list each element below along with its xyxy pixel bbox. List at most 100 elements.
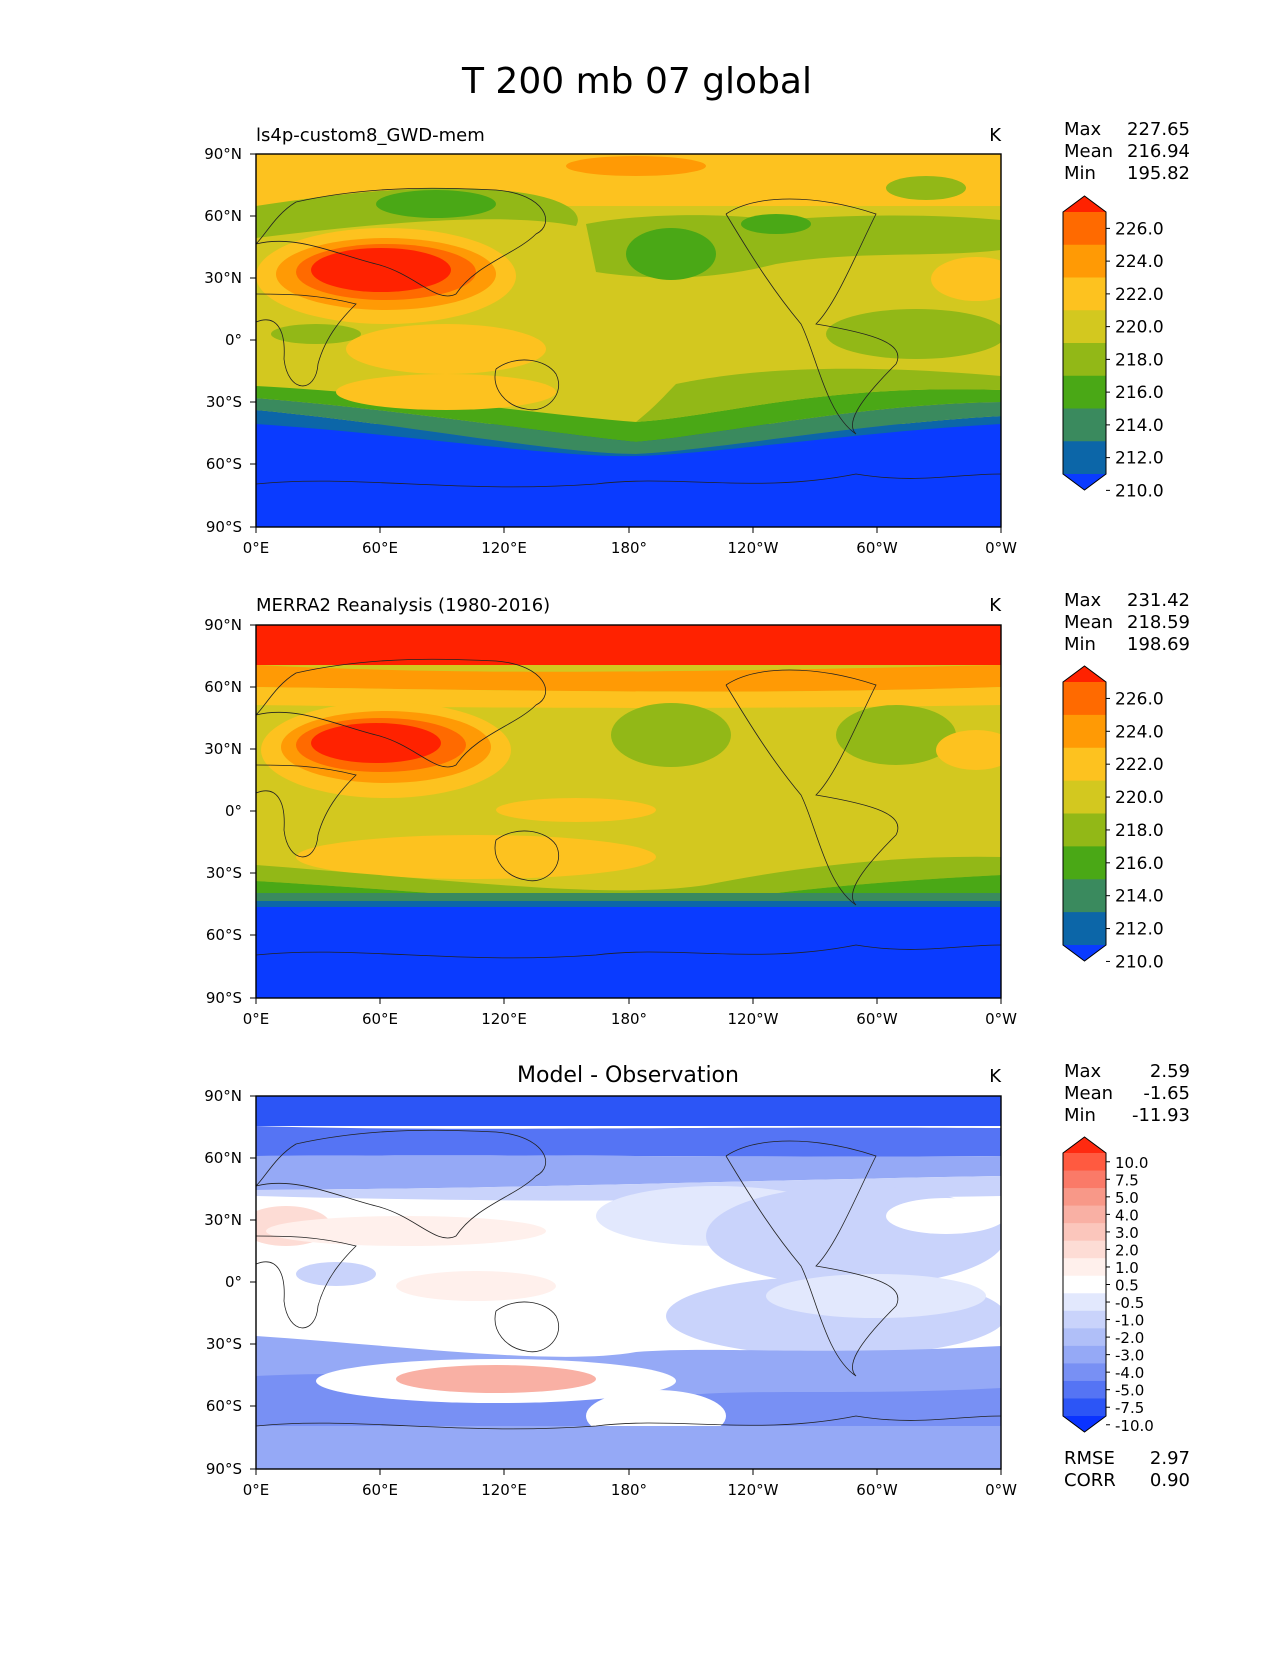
lon-tick-label: 0°W: [985, 1010, 1017, 1028]
lon-tick-label: 120°E: [481, 539, 527, 557]
stat-value: 227.65: [1127, 119, 1190, 140]
colorbar-label: 1.0: [1115, 1259, 1139, 1277]
stat-label: Min: [1064, 163, 1096, 184]
colorbar-label: 226.0: [1115, 219, 1164, 239]
colorbar-label: 214.0: [1115, 416, 1164, 436]
coastlines: [256, 1129, 1001, 1430]
colorbar-label: 5.0: [1115, 1189, 1139, 1207]
svg-text:90°N: 90°N: [204, 145, 242, 163]
stat-label: Max: [1064, 1061, 1102, 1082]
colorbar-outline: [1062, 665, 1107, 962]
stat-label: Mean: [1064, 141, 1113, 162]
svg-text:120°E: 120°E: [481, 1010, 527, 1028]
colorbar-segment: [1063, 912, 1106, 946]
colorbar-segment: [1063, 879, 1106, 913]
colorbar-label: -4.0: [1115, 1364, 1144, 1382]
svg-text:90°N: 90°N: [204, 616, 242, 634]
colorbar-label: 210.0: [1115, 952, 1164, 972]
stat-value: 218.59: [1127, 612, 1190, 633]
lat-tick-label: 60°N: [204, 1149, 242, 1167]
colorbar: 10.07.55.04.03.02.01.00.5-0.5-1.0-2.0-3.…: [1062, 1136, 1154, 1435]
lat-tick-label: 30°S: [206, 864, 242, 882]
colorbar-label: 212.0: [1115, 449, 1164, 469]
colorbar-segment: [1063, 1205, 1106, 1224]
stat-value: 2.59: [1150, 1061, 1190, 1082]
stats-block: Max 227.65 Mean 216.94 Min 195.82: [1064, 119, 1190, 184]
colorbar-segment: [1063, 375, 1106, 409]
colorbar-extend-bottom: [1063, 474, 1106, 490]
colorbar-extend-top: [1063, 1137, 1106, 1153]
svg-text:60°W: 60°W: [856, 1481, 898, 1499]
lon-tick-label: 60°W: [856, 1010, 898, 1028]
colorbar-label: 2.0: [1115, 1241, 1139, 1259]
lat-tick-label: 90°S: [206, 518, 242, 536]
lat-tick-label: 30°N: [204, 269, 242, 287]
lat-tick-label: 0°: [225, 802, 242, 820]
colorbar-segment: [1063, 1223, 1106, 1242]
colorbar-label: 216.0: [1115, 854, 1164, 874]
stat-label: Min: [1064, 1105, 1096, 1126]
lon-tick-label: 0°W: [985, 539, 1017, 557]
colorbar-segment: [1063, 846, 1106, 880]
colorbar-label: 216.0: [1115, 383, 1164, 403]
colorbar-label: 212.0: [1115, 920, 1164, 940]
colorbar-segment: [1063, 1153, 1106, 1172]
lat-tick-label: 30°S: [206, 1335, 242, 1353]
svg-text:60°W: 60°W: [856, 539, 898, 557]
units-label: K: [989, 595, 1002, 616]
lat-tick-label: 0°: [225, 1273, 242, 1291]
colorbar-extend-top: [1063, 196, 1106, 212]
svg-text:60°S: 60°S: [206, 455, 242, 473]
axis-ticks: 90°N 60°N 30°N 0° 30°S 60°S 90°S 0°E 60°…: [204, 1087, 1017, 1499]
panel-title: ls4p-custom8_GWD-mem: [256, 125, 485, 146]
panel-title: MERRA2 Reanalysis (1980-2016): [256, 595, 550, 616]
lon-tick-label: 60°W: [856, 539, 898, 557]
lon-tick-label: 60°E: [362, 1010, 398, 1028]
colorbar-label: 3.0: [1115, 1224, 1139, 1242]
stat-label: Max: [1064, 590, 1102, 611]
stat-value: 231.42: [1127, 590, 1190, 611]
colorbar-label: 4.0: [1115, 1206, 1139, 1224]
lat-tick-label: 60°N: [204, 207, 242, 225]
svg-text:30°N: 30°N: [204, 1211, 242, 1229]
map-observation: 90°N 60°N 30°N 0° 30°S 60°S 90°S 0°E 60°…: [204, 616, 1017, 1028]
svg-text:0°: 0°: [225, 331, 242, 349]
colorbar-label: 220.0: [1115, 318, 1164, 338]
stat-value: -1.65: [1143, 1083, 1190, 1104]
skill-scores: RMSE 2.97 CORR 0.90: [1064, 1448, 1190, 1491]
svg-text:180°: 180°: [611, 539, 647, 557]
contour-band-218: [636, 368, 1001, 422]
figure-title: T 200 mb 07 global: [461, 61, 812, 102]
svg-text:0°W: 0°W: [985, 539, 1017, 557]
colorbar-label: 222.0: [1115, 755, 1164, 775]
panel-title: Model - Observation: [517, 1063, 739, 1088]
stat-value: 216.94: [1127, 141, 1190, 162]
colorbar-outline: [1062, 195, 1107, 491]
svg-text:60°N: 60°N: [204, 678, 242, 696]
colorbar-segment: [1063, 813, 1106, 847]
stat-label: RMSE: [1064, 1448, 1115, 1469]
colorbar-segment: [1063, 310, 1106, 344]
stat-value: 198.69: [1127, 634, 1190, 655]
contour-band-216: [256, 386, 1001, 442]
colorbar-segment: [1063, 1275, 1106, 1294]
stat-label: Mean: [1064, 612, 1113, 633]
svg-text:30°N: 30°N: [204, 269, 242, 287]
lon-tick-label: 120°W: [728, 1010, 779, 1028]
lon-tick-label: 120°W: [728, 539, 779, 557]
lat-tick-label: 30°S: [206, 393, 242, 411]
lon-tick-label: 60°E: [362, 539, 398, 557]
colorbar-segment: [1063, 1188, 1106, 1207]
axis-ticks: 90°N 60°N 30°N 0° 30°S 60°S 90°S 0°E 60°…: [204, 616, 1017, 1028]
lat-tick-label: 30°N: [204, 1211, 242, 1229]
stats-block: Max 2.59 Mean -1.65 Min -11.93: [1064, 1061, 1190, 1126]
colorbar-segment: [1063, 1258, 1106, 1277]
lon-tick-label: 180°: [611, 1481, 647, 1499]
svg-text:0°W: 0°W: [985, 1481, 1017, 1499]
lon-tick-label: 180°: [611, 1010, 647, 1028]
svg-text:0°W: 0°W: [985, 1010, 1017, 1028]
colorbar-label: -2.0: [1115, 1329, 1144, 1347]
colorbar-label: -7.5: [1115, 1399, 1144, 1417]
lat-tick-label: 90°N: [204, 145, 242, 163]
svg-text:180°: 180°: [611, 1481, 647, 1499]
